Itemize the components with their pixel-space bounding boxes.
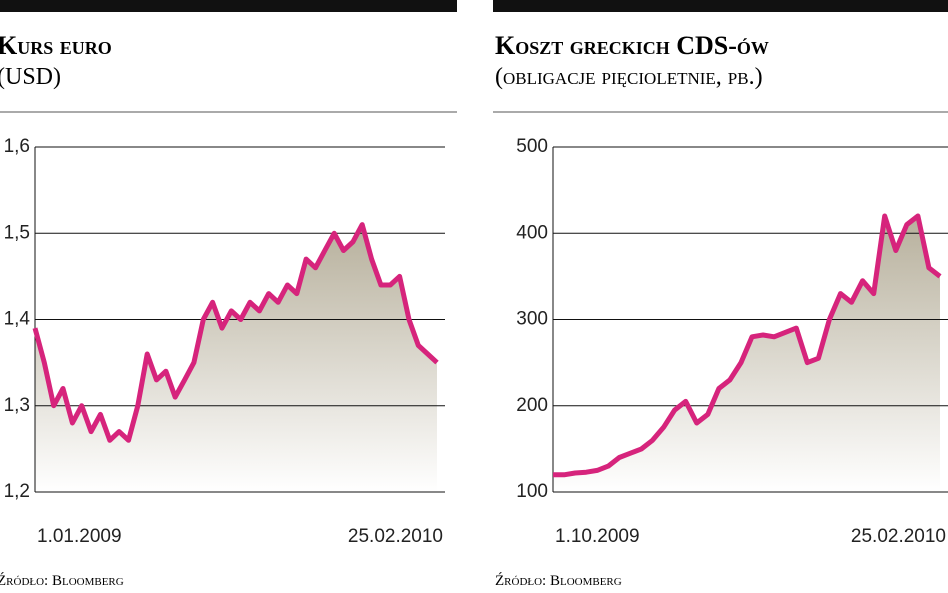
source: Źródło: Bloomberg: [495, 572, 622, 589]
chart-title: Kurs euro: [0, 31, 112, 60]
area-fill: [35, 224, 437, 492]
x-tick-label: 1.01.2009: [37, 526, 122, 547]
y-tick-label: 100: [516, 481, 548, 502]
y-tick-label: 1,5: [4, 222, 30, 243]
y-tick-label: 400: [516, 222, 548, 243]
chart-title: Koszt greckich CDS-ów: [495, 31, 769, 60]
chart-subtitle: (obligacje pięcioletnie, pb.): [495, 64, 763, 90]
y-tick-label: 1,2: [4, 481, 30, 502]
y-tick-label: 300: [516, 309, 548, 330]
x-tick-label: 25.02.2010: [851, 526, 946, 547]
y-tick-label: 1,6: [4, 136, 30, 157]
x-tick-label: 1.10.2009: [555, 526, 640, 547]
chart-subtitle: (USD): [0, 64, 61, 90]
y-tick-label: 1,3: [4, 395, 30, 416]
source: Źródło: Bloomberg: [0, 572, 124, 589]
line: [32, 222, 439, 443]
line: [553, 213, 942, 478]
y-tick-label: 500: [516, 136, 548, 157]
top-bar: [493, 0, 948, 12]
y-tick-label: 200: [516, 395, 548, 416]
y-tick-label: 1,4: [4, 309, 31, 330]
x-tick-label: 25.02.2010: [348, 526, 443, 547]
top-bar: [0, 0, 457, 12]
